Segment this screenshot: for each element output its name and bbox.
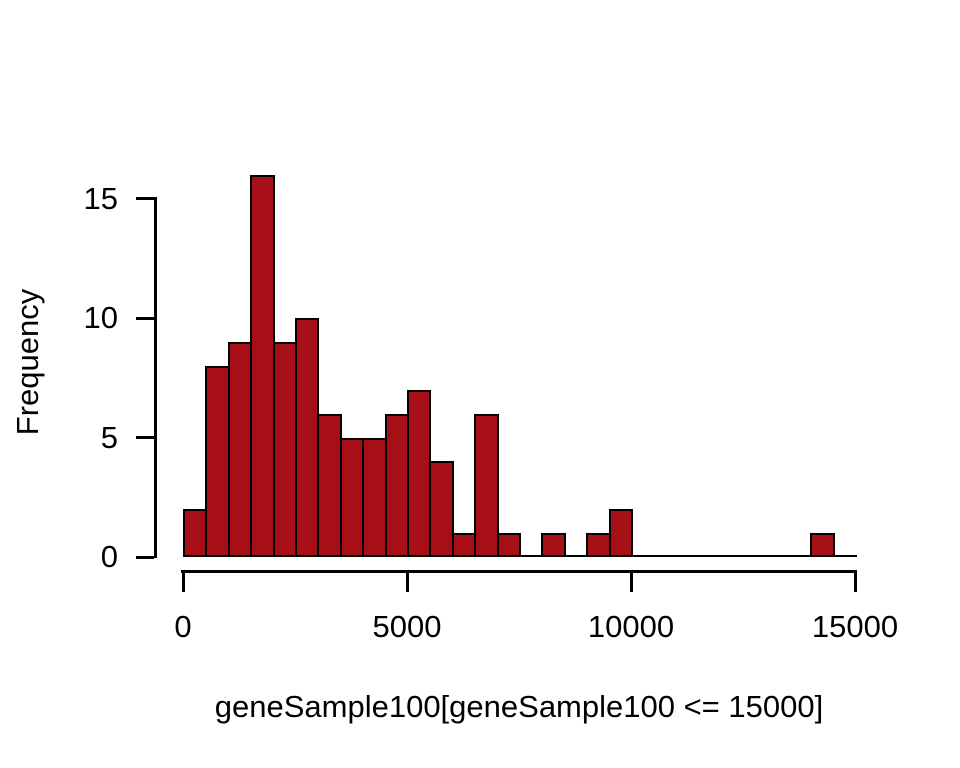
- histogram-bar: [317, 413, 342, 557]
- histogram-bar-zero: [720, 555, 745, 557]
- x-axis-title: geneSample100[geneSample100 <= 15000]: [214, 689, 824, 724]
- x-tick-label: 0: [174, 609, 192, 644]
- histogram-bar: [474, 413, 499, 557]
- histogram-bar: [608, 509, 633, 557]
- x-axis-tick: [181, 570, 185, 592]
- y-axis-line: [154, 197, 157, 558]
- x-axis-tick: [629, 570, 633, 592]
- y-tick-label: 10: [83, 300, 118, 335]
- x-axis-line: [181, 570, 857, 573]
- y-axis-tick: [136, 197, 154, 200]
- histogram-bar-zero: [765, 555, 790, 557]
- histogram-bar-zero: [563, 555, 589, 557]
- y-tick-label: 0: [100, 539, 118, 574]
- histogram-bar-zero: [675, 555, 701, 557]
- y-tick-label: 5: [100, 419, 118, 455]
- x-axis-tick: [853, 570, 857, 592]
- histogram-bar-zero: [787, 555, 813, 557]
- histogram-bar: [205, 365, 230, 557]
- histogram-bar: [810, 533, 835, 557]
- histogram-bar: [496, 533, 521, 557]
- histogram-bar: [429, 461, 454, 557]
- histogram-bar: [541, 533, 566, 557]
- histogram-bar: [295, 318, 320, 557]
- x-axis-tick: [405, 570, 409, 592]
- x-tick-label: 10000: [587, 609, 675, 644]
- histogram-bar-zero: [832, 555, 857, 557]
- histogram-bar-zero: [631, 555, 656, 557]
- histogram-bar: [227, 341, 253, 557]
- histogram-bar: [272, 341, 297, 557]
- histogram-bar: [183, 509, 208, 557]
- histogram-bar: [586, 533, 611, 557]
- y-tick-label: 15: [83, 180, 118, 216]
- histogram-bar: [384, 413, 409, 557]
- y-axis-tick: [136, 316, 154, 320]
- x-tick-label: 5000: [372, 609, 442, 644]
- histogram-bar: [407, 389, 432, 557]
- histogram-bar: [339, 437, 365, 557]
- y-axis-tick: [136, 436, 154, 439]
- histogram-bar-zero: [519, 555, 544, 557]
- histogram-bar-zero: [743, 555, 768, 557]
- histogram-bar: [250, 174, 275, 557]
- histogram-bar: [451, 533, 477, 557]
- histogram-bar-zero: [653, 555, 678, 557]
- histogram-bar-zero: [698, 555, 723, 557]
- y-axis-tick: [136, 555, 154, 559]
- x-tick-label: 15000: [811, 609, 899, 644]
- histogram-bar: [362, 437, 387, 557]
